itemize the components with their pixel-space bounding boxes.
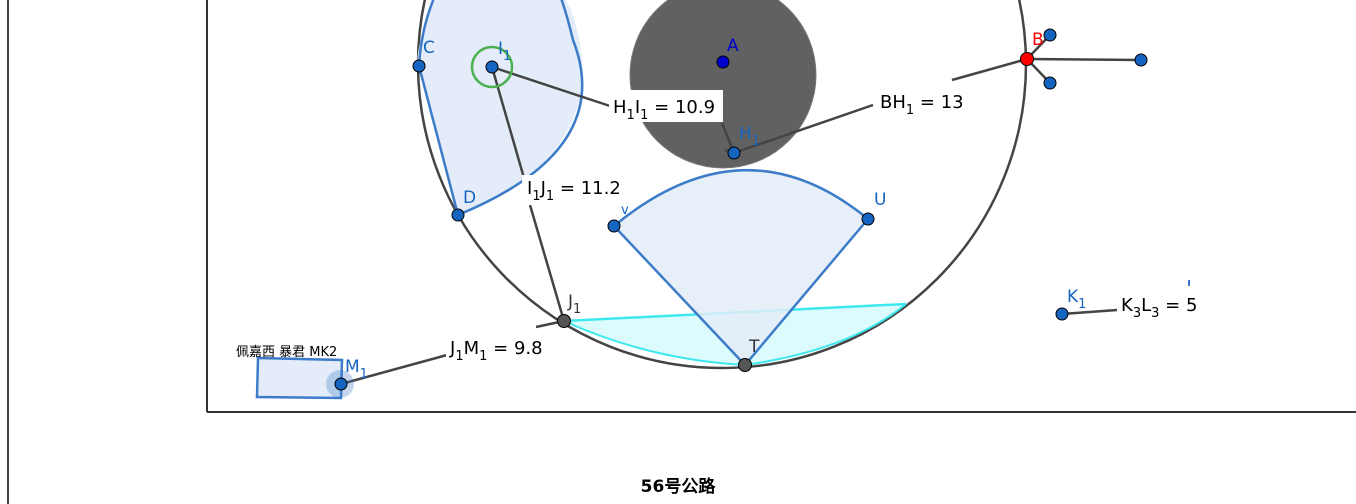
rect-caption: 佩嘉西 暴君 MK2 bbox=[236, 345, 337, 360]
point-b[interactable] bbox=[1020, 52, 1034, 66]
left-sector-fill[interactable] bbox=[417, 0, 583, 215]
measure-k3l3[interactable]: K3L3 = 5 bbox=[1121, 295, 1197, 321]
sector-arc-uv[interactable] bbox=[613, 169, 869, 227]
measure-bh1-box bbox=[875, 86, 953, 114]
label-i1: I1 bbox=[498, 39, 511, 64]
measure-i1j1[interactable]: I1J1 = 11.2 bbox=[527, 178, 621, 204]
left-sector-top-edge bbox=[417, 0, 435, 67]
label-u: U bbox=[874, 190, 886, 210]
label-v: v bbox=[621, 203, 629, 218]
label-a: A bbox=[727, 36, 739, 56]
point-k1[interactable] bbox=[1055, 307, 1069, 321]
point-j1[interactable] bbox=[557, 314, 571, 328]
segment-h1-bh1-label[interactable] bbox=[733, 103, 874, 155]
measure-bh1[interactable]: BH1 = 13 bbox=[880, 92, 964, 118]
point-c[interactable] bbox=[412, 59, 426, 73]
label-h1: H1 bbox=[739, 124, 760, 149]
point-i1[interactable] bbox=[485, 60, 499, 74]
measure-j1m1-box bbox=[446, 333, 560, 363]
label-b: B bbox=[1032, 30, 1044, 50]
point-v[interactable] bbox=[607, 219, 621, 233]
label-k1: K1 bbox=[1067, 287, 1086, 312]
dark-disk[interactable] bbox=[629, 0, 817, 169]
measure-j1m1[interactable]: J1M1 = 9.8 bbox=[449, 338, 543, 364]
segment-tv[interactable] bbox=[613, 225, 746, 366]
i1-selection-ring bbox=[470, 45, 514, 89]
label-j1: J1 bbox=[567, 292, 581, 317]
rectangle-m1[interactable] bbox=[255, 356, 344, 400]
label-m1: M1 bbox=[345, 357, 368, 382]
segment-k1[interactable] bbox=[1061, 308, 1118, 316]
label-d: D bbox=[463, 188, 476, 208]
cyan-arc-right bbox=[744, 303, 907, 366]
label-t: T bbox=[748, 337, 760, 357]
segment-i1j1-label-j1[interactable] bbox=[528, 204, 566, 322]
point-a[interactable] bbox=[716, 55, 730, 69]
cyan-arc-left bbox=[563, 320, 746, 366]
sector-tuv-fill[interactable] bbox=[614, 170, 868, 365]
spoke-b-3[interactable] bbox=[1026, 57, 1142, 62]
footer-title: 56号公路 bbox=[640, 477, 716, 497]
label-c: C bbox=[423, 38, 435, 58]
segment-b-bh1-label[interactable] bbox=[951, 57, 1028, 82]
point-b-spoke-2[interactable] bbox=[1043, 76, 1057, 90]
measure-i1j1-box bbox=[522, 175, 632, 205]
left-sector-arc bbox=[457, 0, 584, 217]
segment-cd[interactable] bbox=[417, 65, 460, 216]
point-h1[interactable] bbox=[727, 146, 741, 160]
measure-h1i1-box bbox=[609, 90, 723, 122]
measure-h1i1[interactable]: H1I1 = 10.9 bbox=[613, 97, 715, 123]
point-t[interactable] bbox=[738, 358, 752, 372]
segment-tu[interactable] bbox=[744, 218, 869, 366]
point-b-spoke-1[interactable] bbox=[1043, 28, 1057, 42]
point-d[interactable] bbox=[451, 208, 465, 222]
segment-m1-j1m1-label[interactable] bbox=[340, 353, 448, 386]
point-b-spoke-3[interactable] bbox=[1134, 53, 1148, 67]
point-u[interactable] bbox=[861, 212, 875, 226]
point-m1[interactable] bbox=[334, 377, 348, 391]
